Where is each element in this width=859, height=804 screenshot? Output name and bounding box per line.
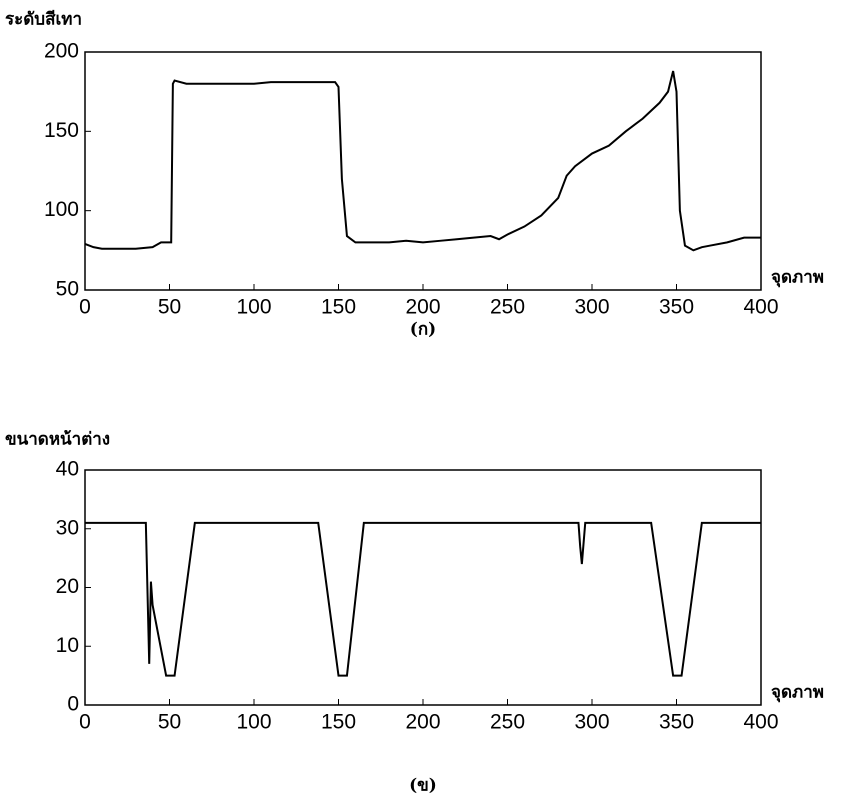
y-tick-label: 150: [44, 119, 79, 142]
plot-frame: [84, 51, 762, 291]
y-tick-label: 200: [44, 40, 79, 63]
x-tick-label: 50: [158, 296, 181, 319]
x-tick-label: 150: [321, 296, 356, 319]
caption: (ข): [409, 776, 437, 796]
caption: (ก): [410, 320, 436, 340]
x-tick-label: 300: [574, 711, 609, 734]
x-tick-label: 350: [659, 711, 694, 734]
x-tick-label: 100: [236, 296, 271, 319]
x-axis-label: จุดภาพ: [771, 683, 824, 703]
x-tick-label: 400: [743, 711, 778, 734]
data-line: [84, 70, 761, 252]
x-tick-label: 400: [743, 296, 778, 319]
y-axis-label: ระดับสีเทา: [5, 9, 82, 30]
x-tick-label: 150: [321, 711, 356, 734]
y-tick-label: 30: [56, 516, 79, 539]
x-tick-label: 50: [158, 711, 181, 734]
x-tick-label: 200: [405, 711, 440, 734]
y-axis-label: ขนาดหน้าต่าง: [5, 430, 110, 450]
x-axis-label: จุดภาพ: [771, 268, 824, 288]
x-tick-label: 100: [236, 711, 271, 734]
x-tick-label: 250: [490, 711, 525, 734]
y-tick-label: 0: [67, 693, 79, 716]
x-tick-label: 0: [79, 711, 91, 734]
y-tick-label: 50: [56, 278, 79, 301]
data-line: [85, 521, 761, 677]
y-tick-label: 40: [56, 458, 79, 481]
x-tick-label: 350: [659, 296, 694, 319]
y-tick-label: 100: [44, 198, 79, 221]
x-tick-label: 0: [79, 296, 91, 319]
x-tick-label: 200: [405, 296, 440, 319]
x-tick-label: 300: [574, 296, 609, 319]
y-tick-label: 10: [56, 634, 79, 657]
y-tick-label: 20: [56, 575, 79, 598]
x-tick-label: 250: [490, 296, 525, 319]
